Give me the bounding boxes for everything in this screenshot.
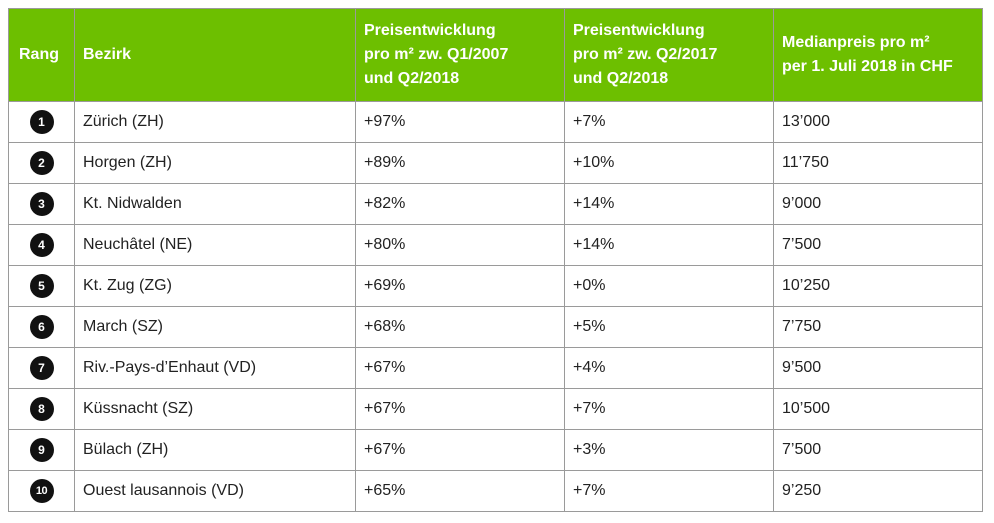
- rank-cell: 2: [8, 142, 75, 184]
- median-cell: 10’500: [773, 388, 983, 430]
- rank-cell: 9: [8, 429, 75, 471]
- preis-2007-cell: +68%: [355, 306, 565, 348]
- preis-2017-cell: +14%: [564, 183, 774, 225]
- preis-2017-cell: +5%: [564, 306, 774, 348]
- table-row: 9 Bülach (ZH) +67% +3% 7’500: [8, 429, 983, 471]
- preis-2007-cell: +80%: [355, 224, 565, 266]
- header-preis-2007-line-2: pro m² zw. Q1/2007: [364, 46, 509, 63]
- table-row: 10 Ouest lausannois (VD) +65% +7% 9’250: [8, 470, 983, 512]
- bezirk-cell: Küssnacht (SZ): [74, 388, 356, 430]
- header-preis-2007-line-1: Preisentwicklung: [364, 22, 496, 39]
- preis-2007-cell: +67%: [355, 388, 565, 430]
- median-cell: 13’000: [773, 101, 983, 143]
- header-preis-2017: Preisentwicklung pro m² zw. Q2/2017 und …: [564, 8, 774, 102]
- rank-badge: 4: [29, 233, 54, 257]
- rank-cell: 6: [8, 306, 75, 348]
- header-preis-2007-line-3: und Q2/2018: [364, 70, 460, 87]
- rank-cell: 8: [8, 388, 75, 430]
- preis-2007-cell: +69%: [355, 265, 565, 307]
- table-row: 2 Horgen (ZH) +89% +10% 11’750: [8, 142, 983, 184]
- bezirk-cell: Bülach (ZH): [74, 429, 356, 471]
- ranking-table-container: Rang Bezirk Preisentwicklung pro m² zw. …: [8, 8, 983, 512]
- header-preis-2007: Preisentwicklung pro m² zw. Q1/2007 und …: [355, 8, 565, 102]
- table-row: 1 Zürich (ZH) +97% +7% 13’000: [8, 101, 983, 143]
- preis-2017-cell: +7%: [564, 101, 774, 143]
- preis-2017-cell: +10%: [564, 142, 774, 184]
- header-bezirk: Bezirk: [74, 8, 356, 102]
- rank-badge: 7: [29, 356, 54, 380]
- rank-badge: 2: [29, 151, 54, 175]
- header-preis-2017-line-3: und Q2/2018: [573, 70, 669, 87]
- median-cell: 7’500: [773, 429, 983, 471]
- rank-cell: 3: [8, 183, 75, 225]
- median-cell: 11’750: [773, 142, 983, 184]
- preis-2007-cell: +67%: [355, 347, 565, 389]
- header-bezirk-label: Bezirk: [83, 46, 132, 63]
- preis-2017-cell: +7%: [564, 388, 774, 430]
- rank-cell: 10: [8, 470, 75, 512]
- rank-badge: 3: [29, 192, 54, 216]
- rank-badge: 5: [29, 274, 54, 298]
- header-preis-2017-line-2: pro m² zw. Q2/2017: [573, 46, 718, 63]
- table-header: Rang Bezirk Preisentwicklung pro m² zw. …: [8, 8, 983, 102]
- header-median-line-2: per 1. Juli 2018 in CHF: [782, 58, 953, 75]
- preis-2007-cell: +67%: [355, 429, 565, 471]
- header-rang-label: Rang: [19, 46, 59, 63]
- median-cell: 9’000: [773, 183, 983, 225]
- bezirk-cell: Zürich (ZH): [74, 101, 356, 143]
- rank-cell: 4: [8, 224, 75, 266]
- preis-2007-cell: +82%: [355, 183, 565, 225]
- table-row: 6 March (SZ) +68% +5% 7’750: [8, 306, 983, 348]
- rank-badge: 8: [29, 397, 54, 421]
- preis-2007-cell: +89%: [355, 142, 565, 184]
- rank-badge: 9: [29, 438, 54, 462]
- preis-2017-cell: +0%: [564, 265, 774, 307]
- rank-badge: 10: [29, 479, 54, 503]
- header-median: Medianpreis pro m² per 1. Juli 2018 in C…: [773, 8, 983, 102]
- preis-2017-cell: +7%: [564, 470, 774, 512]
- header-preis-2017-line-1: Preisentwicklung: [573, 22, 705, 39]
- bezirk-cell: Kt. Nidwalden: [74, 183, 356, 225]
- preis-2017-cell: +3%: [564, 429, 774, 471]
- rank-cell: 5: [8, 265, 75, 307]
- header-median-line-1: Medianpreis pro m²: [782, 34, 930, 51]
- table-row: 7 Riv.-Pays-d’Enhaut (VD) +67% +4% 9’500: [8, 347, 983, 389]
- table-row: 8 Küssnacht (SZ) +67% +7% 10’500: [8, 388, 983, 430]
- bezirk-cell: Ouest lausannois (VD): [74, 470, 356, 512]
- table-row: 3 Kt. Nidwalden +82% +14% 9’000: [8, 183, 983, 225]
- median-cell: 9’250: [773, 470, 983, 512]
- rank-badge: 6: [29, 315, 54, 339]
- rank-cell: 7: [8, 347, 75, 389]
- bezirk-cell: March (SZ): [74, 306, 356, 348]
- header-row: Rang Bezirk Preisentwicklung pro m² zw. …: [8, 8, 983, 102]
- rank-cell: 1: [8, 101, 75, 143]
- table-row: 4 Neuchâtel (NE) +80% +14% 7’500: [8, 224, 983, 266]
- bezirk-cell: Riv.-Pays-d’Enhaut (VD): [74, 347, 356, 389]
- preis-2007-cell: +65%: [355, 470, 565, 512]
- preis-2007-cell: +97%: [355, 101, 565, 143]
- rank-badge: 1: [29, 110, 54, 134]
- median-cell: 10’250: [773, 265, 983, 307]
- table-body: 1 Zürich (ZH) +97% +7% 13’000 2 Horgen (…: [8, 101, 983, 512]
- header-rang: Rang: [8, 8, 75, 102]
- ranking-table: Rang Bezirk Preisentwicklung pro m² zw. …: [8, 8, 983, 512]
- bezirk-cell: Kt. Zug (ZG): [74, 265, 356, 307]
- median-cell: 9’500: [773, 347, 983, 389]
- table-row: 5 Kt. Zug (ZG) +69% +0% 10’250: [8, 265, 983, 307]
- median-cell: 7’500: [773, 224, 983, 266]
- median-cell: 7’750: [773, 306, 983, 348]
- bezirk-cell: Horgen (ZH): [74, 142, 356, 184]
- bezirk-cell: Neuchâtel (NE): [74, 224, 356, 266]
- preis-2017-cell: +14%: [564, 224, 774, 266]
- preis-2017-cell: +4%: [564, 347, 774, 389]
